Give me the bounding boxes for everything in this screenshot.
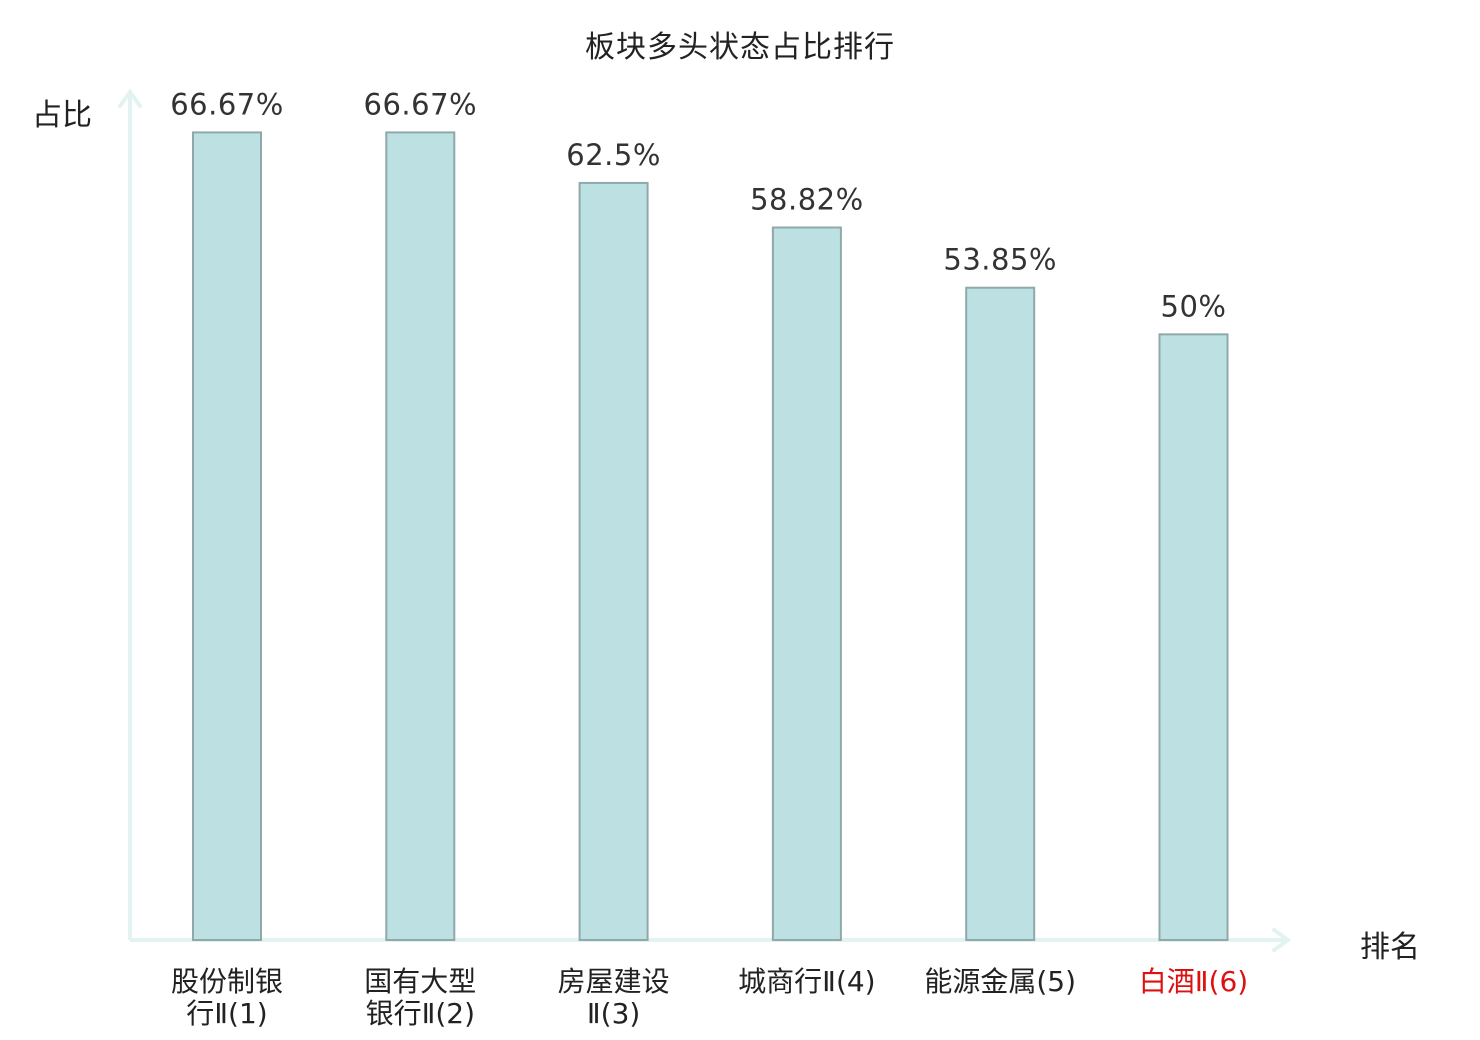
x-tick-label: 国有大型 银行Ⅱ(2) [340, 966, 500, 1030]
bar [192, 131, 262, 942]
bar [1158, 333, 1229, 942]
x-tick-label: 白酒Ⅱ(6) [1114, 966, 1274, 998]
bar [965, 286, 1036, 941]
x-tick-label-line: 能源金属(5) [924, 965, 1077, 998]
x-tick-label-line: 股份制银 [170, 965, 283, 998]
x-tick-label-line: 城商行Ⅱ(4) [738, 965, 876, 998]
bar-value-label: 66.67% [364, 87, 478, 121]
bars [192, 131, 1229, 942]
x-tick-label-line: 白酒Ⅱ(6) [1138, 965, 1249, 998]
axes [118, 88, 1292, 952]
bar-value-label: 62.5% [566, 138, 661, 172]
x-tick-label: 股份制银 行Ⅱ(1) [147, 966, 307, 1030]
y-axis-label: 占比 [32, 98, 92, 133]
value-labels: 66.67% 66.67% 62.5% 58.82% 53.85% 50% [170, 87, 1226, 323]
x-tick-label-line: Ⅱ(3) [586, 997, 641, 1030]
bar-value-label: 58.82% [750, 183, 864, 217]
x-tick-label-line: 国有大型 [364, 965, 477, 998]
bar [578, 181, 649, 941]
x-tick-label: 房屋建设 Ⅱ(3) [534, 966, 694, 1030]
x-tick-label-line: 银行Ⅱ(2) [365, 997, 476, 1030]
x-axis-arrow [1272, 928, 1292, 952]
x-axis-label: 排名 [1360, 930, 1420, 965]
x-tick-label-line: 房屋建设 [557, 965, 670, 998]
bar-value-label: 50% [1161, 289, 1227, 323]
bar-value-label: 66.67% [170, 87, 284, 121]
chart-title: 板块多头状态占比排行 [585, 30, 895, 65]
x-tick-label: 能源金属(5) [920, 966, 1080, 998]
x-tick-label: 城商行Ⅱ(4) [727, 966, 887, 998]
y-axis-arrow [118, 88, 142, 108]
bar [385, 131, 456, 942]
x-tick-label-line: 行Ⅱ(1) [186, 997, 268, 1030]
bar-value-label: 53.85% [943, 243, 1057, 277]
bar [771, 226, 842, 941]
